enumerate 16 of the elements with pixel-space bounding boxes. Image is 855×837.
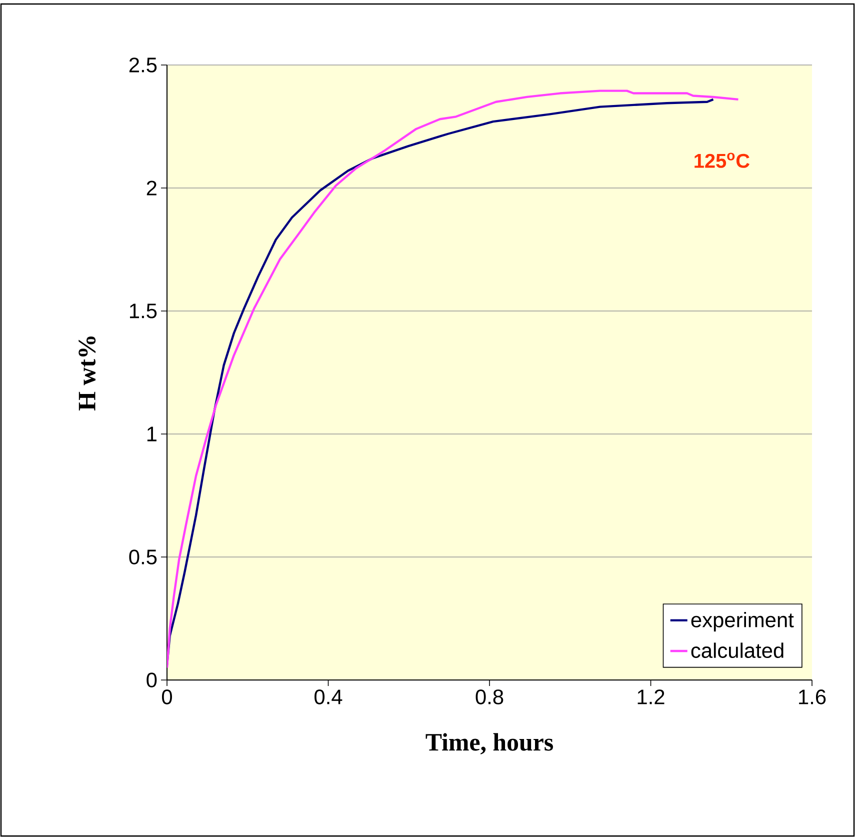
x-tick-label: 0.8 [476, 690, 504, 704]
x-tick-label: 1.2 [638, 690, 664, 704]
y-tick-label: 1.5 [130, 304, 157, 318]
x-tick-label: 0 [162, 690, 172, 704]
y-axis-title: H wt% [78, 336, 96, 410]
legend-label: experiment [691, 612, 794, 632]
y-tick-label: 2.5 [129, 58, 157, 72]
annotation: 125$^{o}$C [694, 152, 750, 168]
y-tick-label: 1 [147, 426, 156, 442]
x-axis-title: Time, hours [426, 733, 553, 754]
x-tick-label: 1.6 [799, 690, 826, 704]
y-tick-label: 0 [146, 672, 157, 688]
y-tick-label: 0.5 [129, 550, 157, 564]
x-tick-label: 0.4 [314, 690, 342, 704]
legend-label: calculated [691, 642, 784, 658]
y-tick-label: 2 [146, 180, 156, 196]
